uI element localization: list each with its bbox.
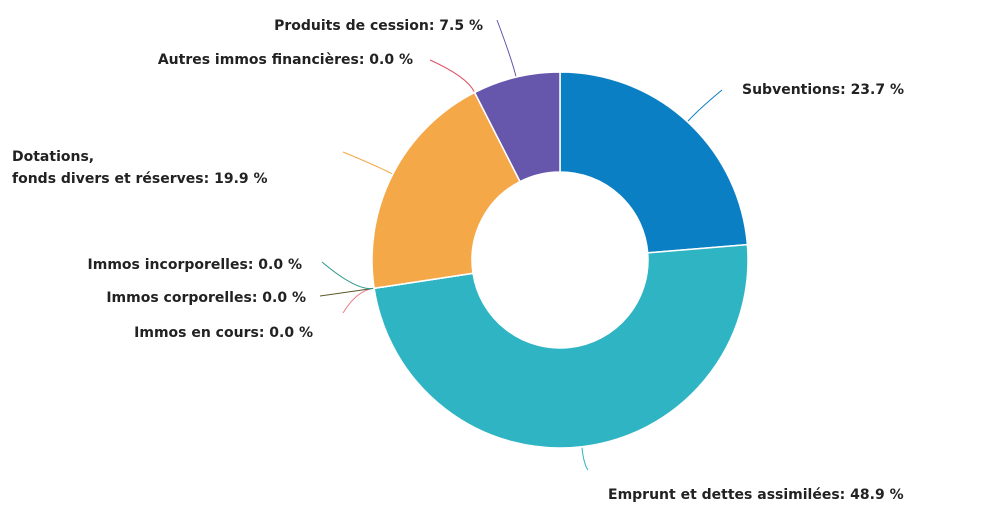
category-name: Immos corporelles (106, 290, 262, 306)
slice-label: Autres immos financières0.0 % (158, 49, 413, 71)
category-name: Immos en cours (134, 325, 269, 341)
category-name: Immos incorporelles (88, 257, 259, 273)
value-label: 23.7 % (850, 82, 905, 98)
category-name: Autres immos financières (158, 52, 369, 68)
value-label: 0.0 % (269, 325, 313, 341)
donut-slice (371, 91, 522, 290)
slice-label: Subventions23.7 % (742, 79, 904, 101)
leader-line (321, 261, 374, 290)
category-name: Produits de cession (274, 18, 439, 34)
category-name: Dotations, fonds divers et réserves (12, 149, 214, 187)
donut-slice (559, 71, 749, 254)
value-label: 0.0 % (258, 257, 302, 273)
leader-line (496, 19, 517, 77)
category-name: Emprunt et dettes assimilées (608, 487, 850, 503)
slice-label: Emprunt et dettes assimilées48.9 % (608, 484, 904, 506)
donut-slice (373, 243, 749, 449)
leader-line (429, 59, 475, 92)
value-label: 0.0 % (262, 290, 306, 306)
donut-slice (473, 71, 561, 183)
leader-line (342, 151, 393, 175)
slice-label: Immos en cours0.0 % (134, 322, 313, 344)
category-name: Subventions (742, 82, 851, 98)
slice-label: Produits de cession7.5 % (274, 15, 483, 37)
slice-label: Immos corporelles0.0 % (106, 287, 306, 309)
value-label: 7.5 % (439, 18, 483, 34)
slice-label: Dotations, fonds divers et réserves19.9 … (12, 146, 268, 190)
leader-line (581, 447, 589, 471)
leader-line (319, 287, 374, 297)
leader-line (687, 89, 723, 122)
value-label: 48.9 % (850, 487, 904, 503)
slice-label: Immos incorporelles0.0 % (88, 254, 302, 276)
value-label: 19.9 % (214, 171, 268, 187)
value-label: 0.0 % (369, 52, 413, 68)
